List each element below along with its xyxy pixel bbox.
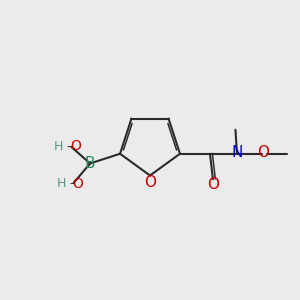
Text: N: N bbox=[231, 145, 243, 160]
Text: O: O bbox=[208, 177, 220, 192]
Text: H: H bbox=[56, 177, 66, 190]
Text: B: B bbox=[85, 156, 95, 171]
Text: O: O bbox=[144, 175, 156, 190]
Text: -: - bbox=[69, 177, 74, 190]
Text: O: O bbox=[72, 177, 83, 190]
Text: H: H bbox=[54, 140, 64, 153]
Text: O: O bbox=[70, 140, 81, 153]
Text: O: O bbox=[257, 145, 269, 160]
Text: -: - bbox=[67, 140, 71, 153]
